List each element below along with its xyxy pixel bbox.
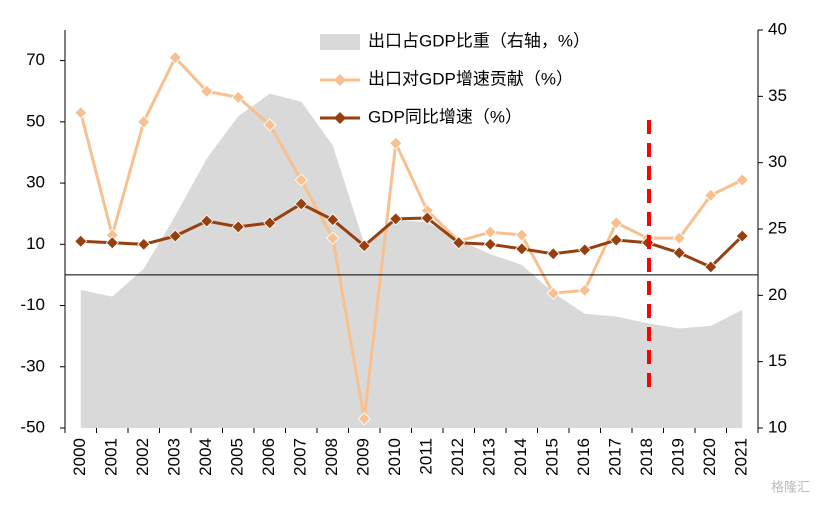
legend-label: 出口占GDP比重（右轴，%） [368, 31, 590, 50]
y2-tick-label: 40 [768, 19, 787, 38]
marker [168, 229, 182, 243]
x-tick-label: 2000 [70, 438, 89, 476]
x-tick-label: 2011 [417, 438, 436, 475]
x-tick-label: 2014 [511, 438, 530, 476]
y2-tick-label: 20 [768, 285, 787, 304]
y-tick-label: 10 [26, 234, 45, 253]
marker [704, 188, 718, 202]
y-tick-label: -10 [20, 295, 45, 314]
marker [168, 50, 182, 65]
legend-label: GDP同比增速（%） [368, 107, 522, 126]
watermark: 格隆汇 [771, 479, 810, 494]
marker [546, 247, 560, 261]
marker [231, 220, 245, 234]
legend-label: 出口对GDP增速贡献（%） [368, 69, 573, 88]
marker [263, 216, 277, 230]
x-tick-label: 2013 [480, 438, 499, 476]
x-tick-label: 2010 [385, 438, 404, 476]
marker [483, 237, 497, 251]
x-tick-label: 2009 [354, 438, 373, 476]
y-tick-label: -30 [20, 356, 45, 375]
x-tick-label: 2016 [574, 438, 593, 476]
marker [137, 115, 151, 129]
area [80, 93, 743, 429]
y-tick-label: 30 [26, 173, 45, 192]
x-tick-label: 2001 [102, 438, 121, 476]
marker [263, 118, 277, 132]
y2-tick-label: 10 [768, 417, 787, 436]
marker [420, 211, 434, 225]
marker [74, 106, 88, 120]
legend-swatch [320, 34, 360, 50]
y-tick-label: -50 [20, 417, 45, 436]
marker [200, 214, 214, 228]
x-tick-label: 2007 [291, 438, 310, 476]
marker [326, 213, 340, 227]
y2-tick-label: 25 [768, 218, 787, 237]
marker [357, 239, 371, 253]
y2-tick-label: 15 [768, 351, 787, 370]
marker [515, 242, 529, 256]
marker [515, 228, 529, 242]
marker [609, 233, 623, 247]
marker [609, 216, 623, 230]
marker [357, 412, 371, 426]
marker [672, 246, 686, 260]
line [79, 54, 743, 420]
marker [704, 260, 718, 274]
x-tick-label: 2004 [196, 438, 215, 476]
x-tick-label: 2020 [700, 438, 719, 476]
marker [105, 236, 119, 250]
marker [578, 283, 592, 297]
x-tick-label: 2018 [637, 438, 656, 476]
x-tick-label: 2017 [606, 438, 625, 476]
legend-marker [334, 112, 346, 124]
x-tick-label: 2002 [133, 438, 152, 476]
marker [326, 231, 340, 245]
y2-tick-label: 35 [768, 86, 787, 105]
marker [294, 197, 308, 211]
area-layer [80, 93, 743, 429]
y-tick-label: 50 [26, 111, 45, 130]
marker [483, 225, 497, 239]
x-tick-label: 2008 [322, 438, 341, 476]
y2-tick-label: 30 [768, 152, 787, 171]
x-tick-label: 2021 [732, 438, 751, 476]
marker [137, 237, 151, 251]
marker [389, 212, 403, 226]
marker [452, 236, 466, 250]
marker [74, 234, 88, 248]
marker [578, 243, 592, 257]
marker [231, 90, 245, 104]
marker [735, 173, 749, 187]
y-tick-label: 70 [26, 50, 45, 69]
legend-marker [334, 74, 346, 86]
x-tick-label: 2012 [448, 438, 467, 476]
x-tick-label: 2003 [165, 438, 184, 476]
x-tick-label: 2005 [228, 438, 247, 476]
x-tick-label: 2006 [259, 438, 278, 476]
marker [389, 136, 403, 150]
x-tick-label: 2015 [543, 438, 562, 476]
marker [546, 286, 560, 300]
x-tick-label: 2019 [669, 438, 688, 476]
marker [294, 173, 308, 187]
marker [200, 84, 214, 98]
marker [735, 229, 749, 243]
line [80, 202, 744, 269]
marker [672, 231, 686, 245]
